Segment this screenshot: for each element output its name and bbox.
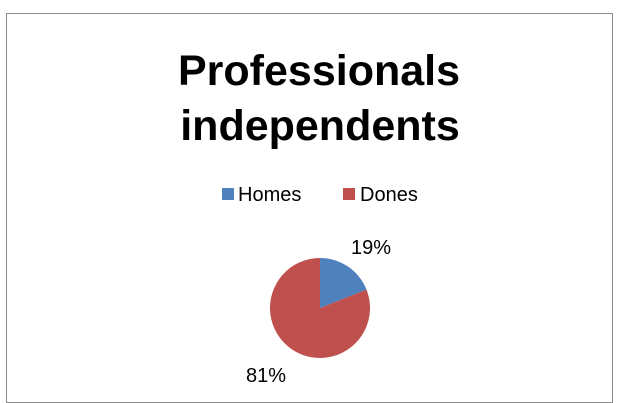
pie-chart: Professionals independents Homes Dones 1…	[178, 47, 460, 387]
pie-slices	[270, 258, 370, 358]
pie-slice-homes	[320, 258, 367, 308]
chart-title-line-1: Professionals	[178, 47, 460, 95]
legend: Homes Dones	[222, 184, 418, 206]
legend-label-homes: Homes	[238, 184, 301, 206]
legend-swatch-homes	[222, 188, 234, 200]
legend-label-dones: Dones	[360, 184, 418, 206]
data-label-homes: 19%	[351, 237, 391, 259]
legend-swatch-dones	[343, 188, 355, 200]
data-label-dones: 81%	[246, 365, 286, 387]
pie-slice-dones	[270, 258, 370, 358]
chart-title-line-2: independents	[180, 102, 460, 150]
